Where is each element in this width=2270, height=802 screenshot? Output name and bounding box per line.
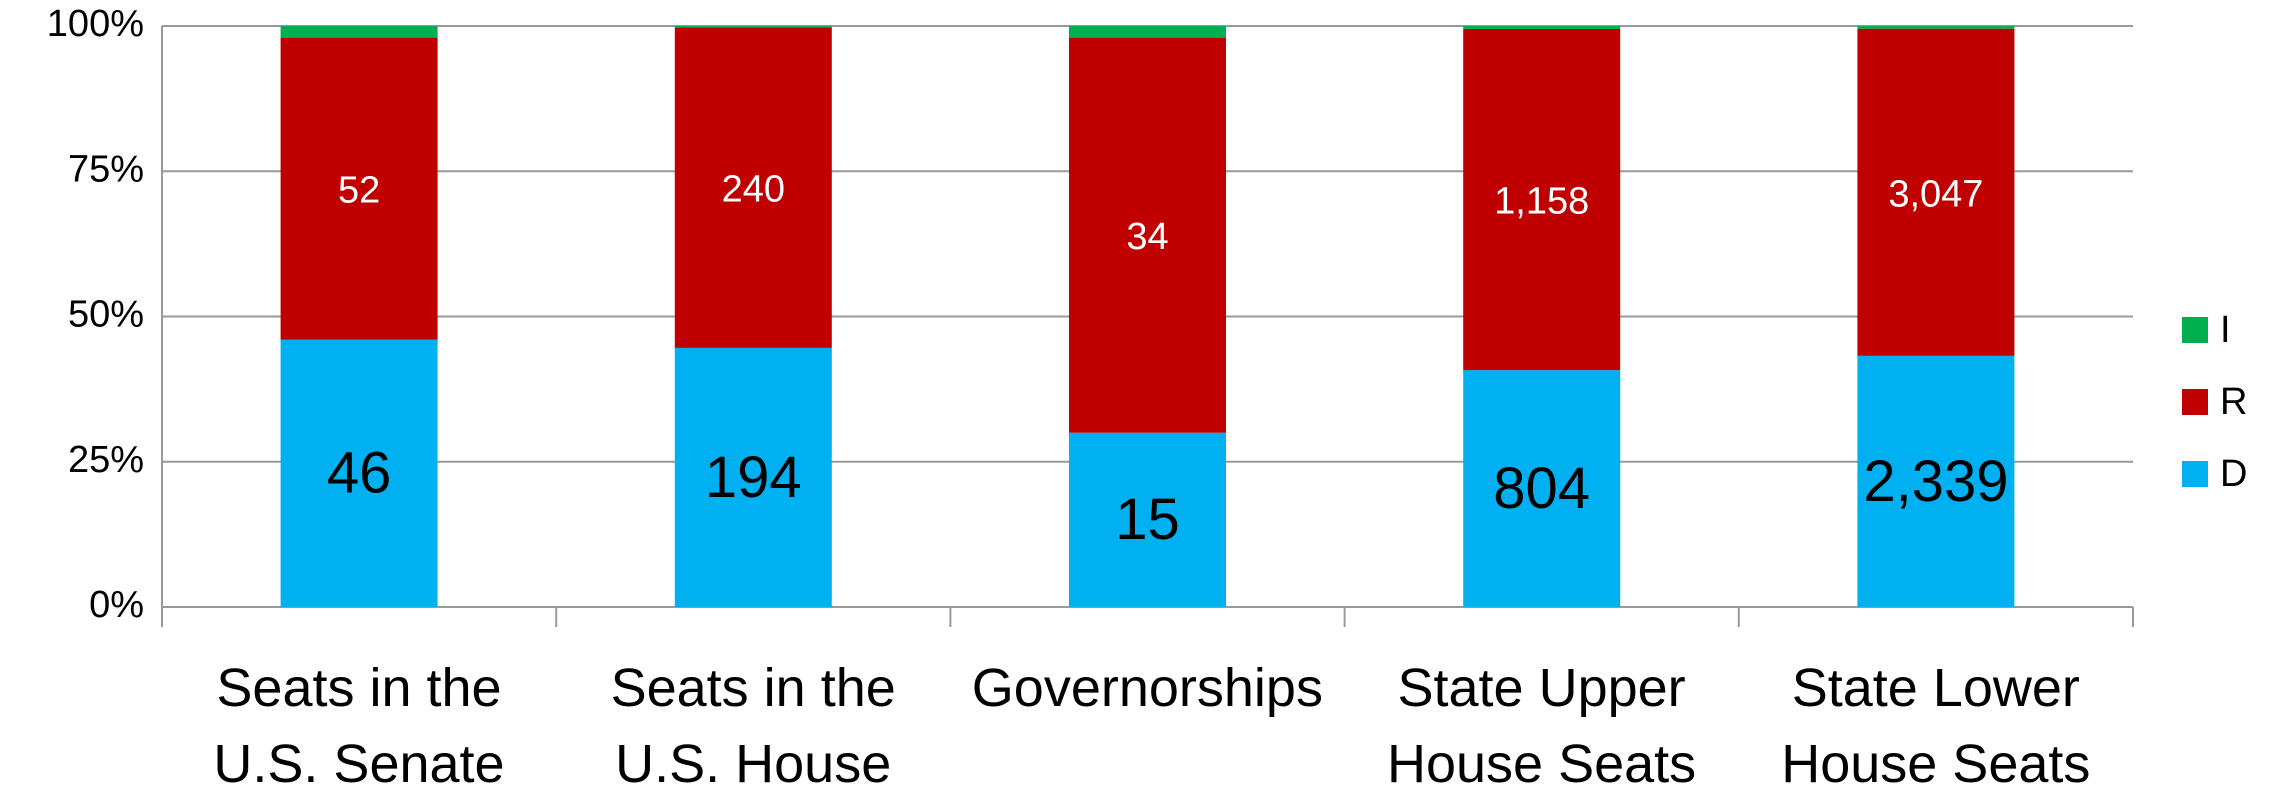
data-label: 52: [338, 170, 380, 212]
legend-swatch: [2182, 317, 2208, 343]
y-tick-label: 0%: [89, 584, 144, 626]
data-label: 2,339: [1863, 449, 2008, 514]
bar-segment: [1463, 28, 1621, 371]
x-tick-label: State Lower House Seats: [1781, 658, 2091, 794]
bar-segment: [1463, 370, 1621, 607]
bar-segment: [1069, 37, 1226, 433]
bar-segment: [280, 26, 438, 38]
data-label: 804: [1493, 456, 1590, 521]
bar-segment: [674, 27, 832, 348]
data-label: 240: [722, 169, 785, 211]
data-label: 194: [705, 445, 802, 510]
data-label: 46: [327, 441, 392, 506]
bar-segment: [674, 26, 832, 28]
bar-segment: [280, 339, 438, 607]
y-tick-label: 50%: [68, 294, 144, 336]
bar-segment: [1069, 26, 1226, 38]
bar-segment: [1069, 432, 1226, 607]
legend-label: R: [2220, 381, 2247, 423]
legend-swatch: [2182, 461, 2208, 487]
bar-segment: [280, 37, 438, 340]
x-tick-label: Seats in the U.S. Senate: [213, 658, 505, 794]
data-label: 1,158: [1494, 181, 1589, 223]
y-tick-label: 100%: [47, 3, 144, 45]
data-label: 15: [1115, 487, 1180, 552]
y-tick-label: 75%: [68, 148, 144, 190]
legend-label: D: [2220, 453, 2247, 495]
legend-swatch: [2182, 389, 2208, 415]
bar-segment: [1857, 28, 2015, 356]
bar-segment: [1463, 26, 1621, 29]
x-tick-label: Governorships: [971, 658, 1323, 718]
x-tick-label: State Upper House Seats: [1387, 658, 1697, 794]
bar-segment: [1857, 26, 2015, 29]
data-label: 3,047: [1888, 173, 1983, 215]
x-tick-label: Seats in the U.S. House: [610, 658, 896, 794]
legend-label: I: [2220, 309, 2231, 351]
bar-segment: [1857, 355, 2015, 607]
bar-segment: [674, 347, 832, 607]
y-tick-label: 25%: [68, 439, 144, 481]
data-label: 34: [1126, 216, 1168, 258]
